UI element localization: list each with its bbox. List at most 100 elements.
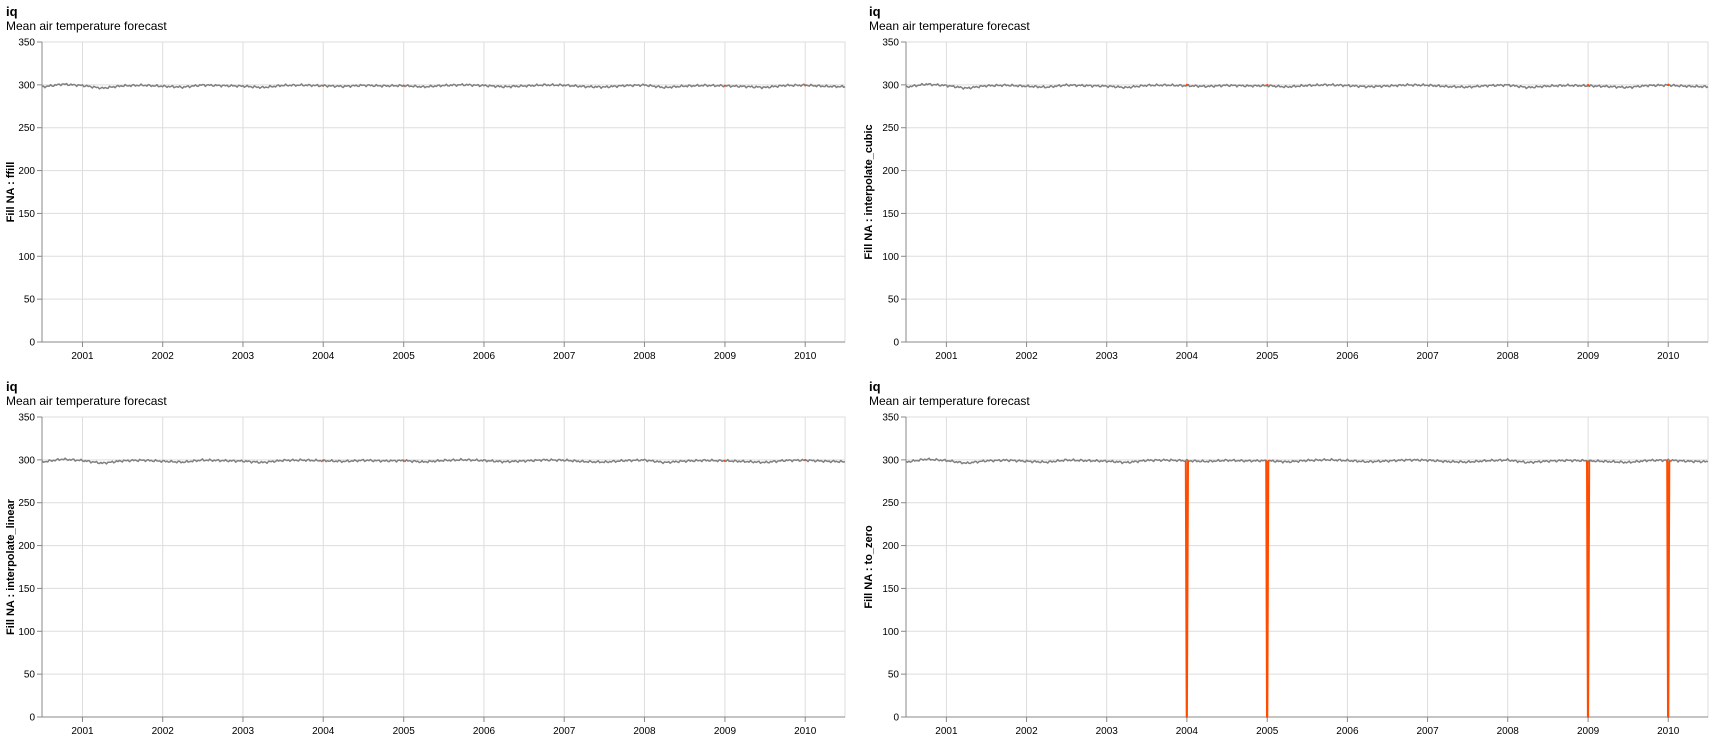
y-tick-label: 250 [882, 123, 899, 134]
chart-title: iq [869, 379, 881, 394]
x-tick-label: 2002 [152, 351, 175, 362]
y-tick-label: 0 [893, 338, 899, 349]
filled-series-line [1587, 85, 1588, 86]
x-tick-label: 2004 [312, 726, 335, 737]
x-tick-label: 2003 [232, 351, 255, 362]
y-tick-label: 300 [882, 80, 899, 91]
filled-series-line [1668, 85, 1669, 86]
y-tick-label: 300 [18, 80, 35, 91]
chart-panel-ffill: iq Mean air temperature forecast 0 50 100 1… [0, 0, 858, 370]
filled-series-line [1185, 461, 1189, 717]
y-tick-label: 150 [18, 584, 35, 595]
y-tick-label: 300 [18, 455, 35, 466]
x-tick-label: 2009 [1577, 351, 1600, 362]
y-tick-label: 50 [888, 670, 900, 681]
y-tick-label: 200 [18, 541, 35, 552]
x-tick-label: 2004 [1176, 726, 1199, 737]
filled-series-line [1667, 460, 1671, 717]
y-tick-label: 200 [882, 541, 899, 552]
filled-series-line [1266, 461, 1270, 717]
chart-subtitle: Mean air temperature forecast [869, 394, 1030, 408]
y-tick-label: 250 [18, 498, 35, 509]
x-tick-label: 2007 [553, 351, 576, 362]
y-tick-label: 150 [18, 209, 35, 220]
chart-plot-ffill: 0 50 100 150 200 250 300 350 2001 2002 2003 2004 200… [0, 34, 858, 370]
x-tick-label: 2001 [935, 726, 958, 737]
y-axis-title: Fill NA : to_zero [863, 525, 875, 609]
y-tick-label: 50 [24, 295, 36, 306]
x-tick-label: 2004 [1176, 351, 1199, 362]
x-tick-label: 2007 [1416, 351, 1439, 362]
x-tick-label: 2007 [1416, 726, 1439, 737]
chart-title: iq [6, 4, 18, 19]
y-tick-label: 200 [882, 166, 899, 177]
y-tick-label: 100 [882, 252, 899, 263]
chart-panel-interpolate-linear: iq Mean air temperature forecast 0 50 100 1… [0, 375, 858, 740]
x-tick-label: 2010 [1657, 351, 1680, 362]
y-tick-label: 50 [888, 295, 900, 306]
x-tick-label: 2003 [1096, 351, 1119, 362]
x-tick-label: 2001 [71, 726, 94, 737]
y-tick-label: 0 [29, 338, 35, 349]
x-tick-label: 2009 [714, 351, 737, 362]
x-tick-label: 2009 [714, 726, 737, 737]
y-tick-label: 100 [882, 627, 899, 638]
y-tick-label: 250 [882, 498, 899, 509]
filled-series-line [1586, 461, 1590, 717]
y-axis-title: Fill NA : interpolate_cubic [863, 124, 875, 259]
x-tick-label: 2008 [1497, 726, 1520, 737]
y-tick-label: 250 [18, 123, 35, 134]
x-tick-label: 2001 [71, 351, 94, 362]
x-tick-label: 2006 [1336, 726, 1359, 737]
chart-plot-interpolate-cubic: 0 50 100 150 200 250 300 350 2001 2002 2003 2004 200… [858, 34, 1716, 370]
chart-plot-interpolate-linear: 0 50 100 150 200 250 300 350 2001 2002 2003 2004 200… [0, 409, 858, 745]
y-tick-label: 350 [18, 38, 35, 49]
x-tick-label: 2003 [1096, 726, 1119, 737]
x-tick-label: 2010 [1657, 726, 1680, 737]
x-tick-label: 2005 [393, 726, 416, 737]
x-tick-label: 2006 [473, 726, 496, 737]
y-tick-label: 350 [18, 413, 35, 424]
x-tick-label: 2010 [794, 726, 817, 737]
x-tick-label: 2007 [553, 726, 576, 737]
y-tick-label: 150 [882, 584, 899, 595]
y-tick-label: 350 [882, 413, 899, 424]
chart-subtitle: Mean air temperature forecast [869, 19, 1030, 33]
chart-panel-to-zero: iq Mean air temperature forecast 0 50 100 1… [858, 375, 1716, 740]
chart-title: iq [6, 379, 18, 394]
x-tick-label: 2005 [393, 351, 416, 362]
y-tick-label: 350 [882, 38, 899, 49]
y-axis-title: Fill NA : ffill [5, 162, 17, 223]
y-axis-title: Fill NA : interpolate_linear [5, 498, 17, 635]
y-tick-label: 0 [29, 713, 35, 724]
x-tick-label: 2002 [1015, 351, 1038, 362]
x-tick-label: 2010 [794, 351, 817, 362]
x-tick-label: 2001 [935, 351, 958, 362]
chart-subtitle: Mean air temperature forecast [6, 394, 167, 408]
x-tick-label: 2002 [1015, 726, 1038, 737]
x-tick-label: 2008 [633, 726, 656, 737]
x-tick-label: 2009 [1577, 726, 1600, 737]
x-tick-label: 2008 [1497, 351, 1520, 362]
filled-series-line [1186, 85, 1187, 86]
x-tick-label: 2005 [1256, 351, 1279, 362]
x-tick-label: 2002 [152, 726, 175, 737]
y-tick-label: 100 [18, 627, 35, 638]
x-tick-label: 2004 [312, 351, 335, 362]
y-tick-label: 200 [18, 166, 35, 177]
y-tick-label: 0 [893, 713, 899, 724]
x-tick-label: 2008 [633, 351, 656, 362]
x-tick-label: 2005 [1256, 726, 1279, 737]
y-tick-label: 150 [882, 209, 899, 220]
chart-subtitle: Mean air temperature forecast [6, 19, 167, 33]
y-tick-label: 100 [18, 252, 35, 263]
x-tick-label: 2006 [473, 351, 496, 362]
chart-panel-interpolate-cubic: iq Mean air temperature forecast 0 50 100 1… [858, 0, 1716, 370]
y-tick-label: 50 [24, 670, 36, 681]
chart-plot-to-zero: 0 50 100 150 200 250 300 350 2001 2002 2003 2004 200… [858, 409, 1716, 745]
x-tick-label: 2006 [1336, 351, 1359, 362]
chart-title: iq [869, 4, 881, 19]
y-tick-label: 300 [882, 455, 899, 466]
x-tick-label: 2003 [232, 726, 255, 737]
